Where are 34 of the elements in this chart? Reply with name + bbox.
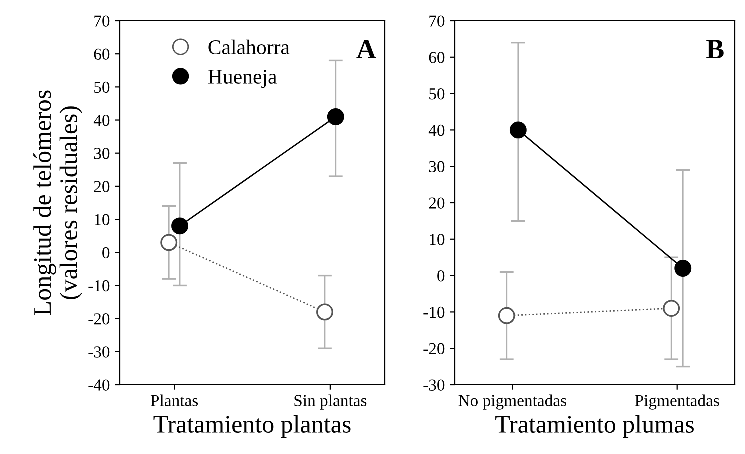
y-tick-label: -30: [424, 380, 445, 391]
annotation: A: [356, 40, 376, 58]
y-tick-label: -10: [88, 280, 110, 292]
x-tick-label: Plantas: [150, 394, 198, 406]
x-tick-label: Sin plantas: [294, 394, 367, 410]
legend-label: Calahorra: [208, 40, 290, 55]
x-tick-label: Pigmentadas: [635, 394, 720, 410]
y-axis-title: Longitud de telómeros (valores residuales): [34, 90, 83, 316]
y-tick-label: 20: [429, 198, 445, 209]
x-axis-title: Tratamiento plantas: [154, 415, 351, 438]
y-tick-label: -20: [424, 343, 445, 355]
annotation: B: [706, 40, 724, 59]
y-tick-label: 60: [429, 52, 445, 64]
y-tick-label: -40: [88, 380, 110, 391]
x-tick-label: No pigmentadas: [458, 394, 566, 410]
y-tick-label: -10: [424, 306, 445, 318]
y-tick-label: 70: [430, 16, 445, 27]
x-axis-title: Tratamiento plumas: [496, 415, 694, 438]
y-tick-label: 60: [94, 48, 110, 60]
y-tick-label: -30: [88, 346, 110, 358]
y-tick-label: 50: [94, 82, 110, 94]
y-tick-label: 0: [438, 270, 445, 282]
y-tick-label: -20: [88, 314, 110, 325]
y-tick-label: 30: [429, 161, 445, 173]
y-tick-label: 50: [430, 88, 445, 100]
y-tick-label: 40: [428, 124, 445, 136]
y-tick-label: 40: [94, 114, 110, 126]
y-tick-label: 10: [430, 234, 445, 246]
legend-label: Hueneja: [208, 70, 277, 88]
y-tick-label: 30: [94, 148, 110, 160]
y-tick-label: 70: [94, 16, 110, 27]
y-tick-label: 20: [94, 181, 110, 192]
y-tick-label: 0: [102, 247, 110, 259]
y-tick-label: 10: [95, 214, 110, 226]
